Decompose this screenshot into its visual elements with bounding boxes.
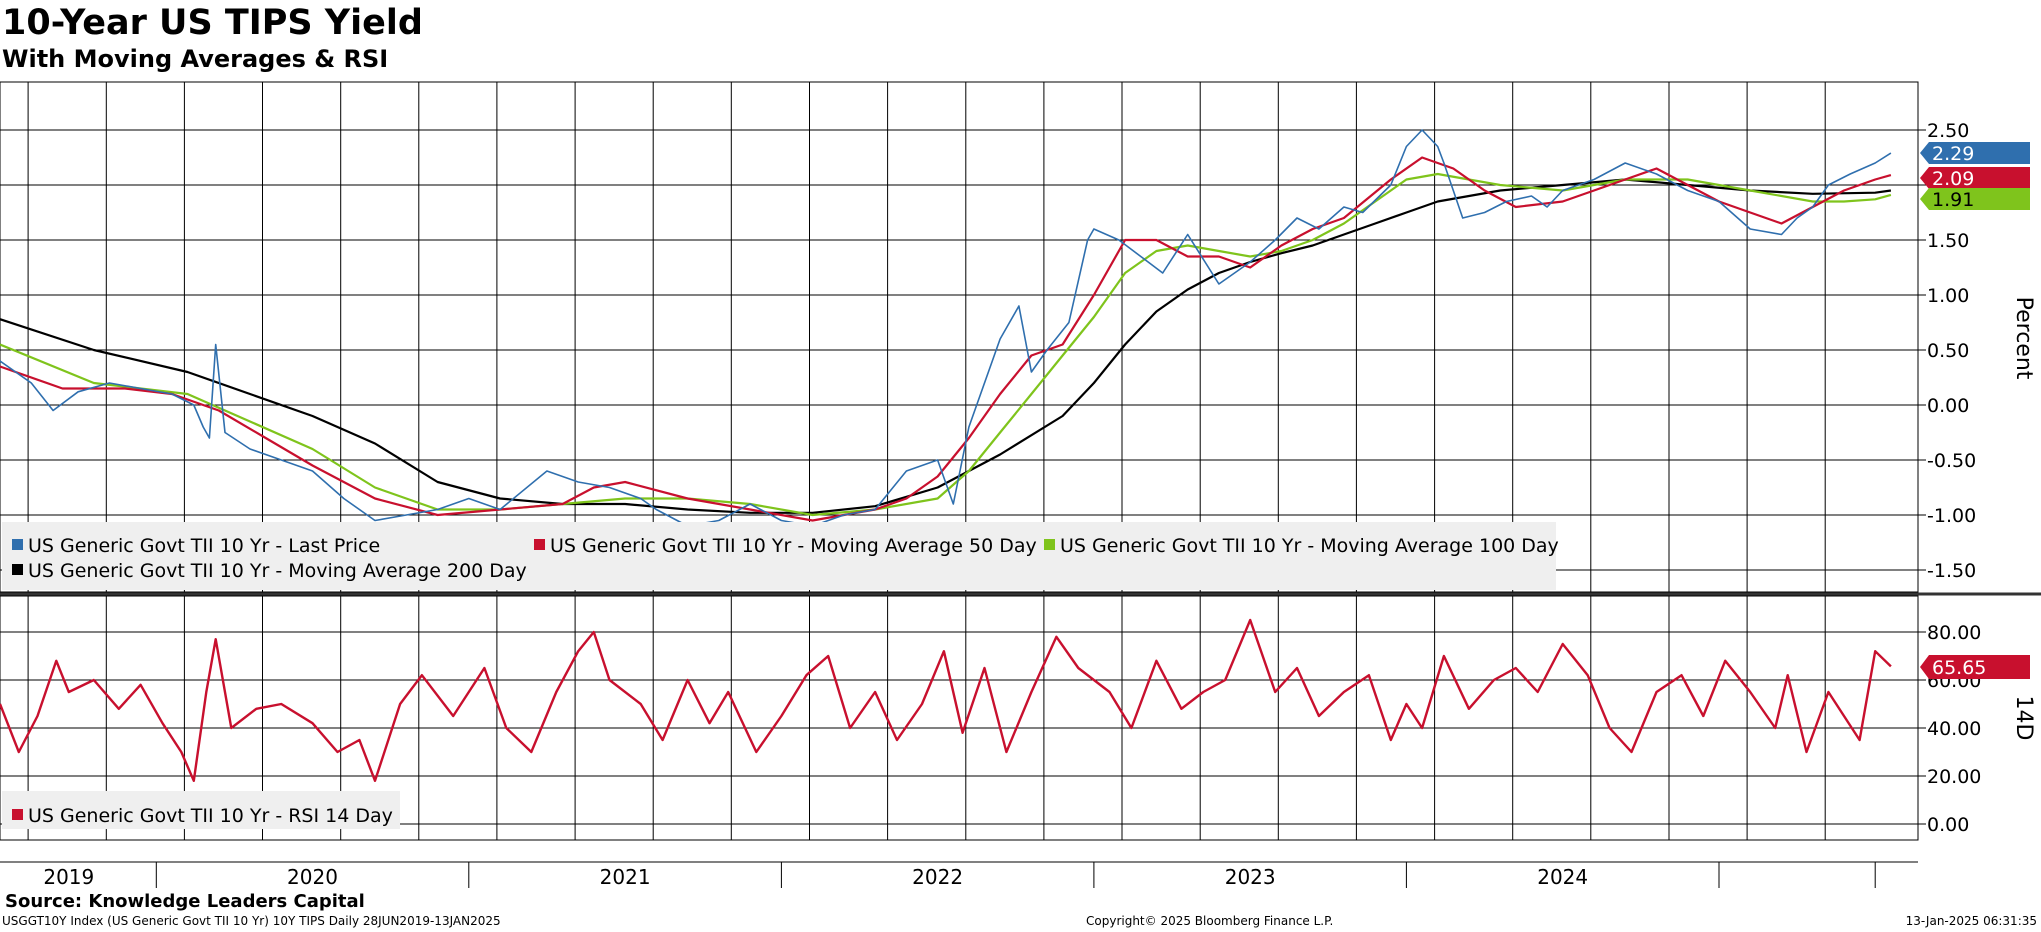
legend-label-ma50: US Generic Govt TII 10 Yr - Moving Avera… [550, 535, 1037, 557]
price-panel-frame [0, 81, 1919, 593]
x-axis-tick-labels: 2019 2020 2021 2022 2023 2024 [43, 865, 1588, 889]
price-legend: US Generic Govt TII 10 Yr - Last Price U… [2, 522, 1559, 590]
series-line-last-price [0, 129, 1892, 527]
x-tick-label: 2023 [1225, 865, 1276, 889]
price-y-axis-label: Percent [2011, 297, 2036, 380]
rsi-ytick-label: 40.00 [1927, 718, 1981, 740]
copyright-note: Copyright© 2025 Bloomberg Finance L.P. [1086, 914, 1334, 928]
rsi-y-axis-label: 14D [2011, 696, 2036, 741]
rsi-legend: US Generic Govt TII 10 Yr - RSI 14 Day [2, 791, 400, 829]
rsi-series-group [0, 618, 1892, 782]
price-ytick-label: 0.50 [1927, 340, 1969, 362]
source-note: Source: Knowledge Leaders Capital [5, 891, 365, 912]
legend-label-ma200: US Generic Govt TII 10 Yr - Moving Avera… [28, 560, 527, 582]
x-tick-label: 2021 [600, 865, 651, 889]
rsi-ytick-label: 20.00 [1927, 766, 1981, 788]
x-tick-label: 2019 [43, 865, 94, 889]
price-ytick-label: 1.00 [1927, 285, 1969, 307]
x-tick-label: 2022 [912, 865, 963, 889]
chart-subtitle: With Moving Averages & RSI [2, 45, 389, 73]
rsi-vertical-gridlines [27, 596, 1826, 840]
rsi-horizontal-gridlines [0, 631, 1918, 825]
series-line-moving-average-100-day [0, 172, 1892, 517]
price-vertical-gridlines [27, 82, 1826, 592]
price-ytick-label: 0.00 [1927, 395, 1969, 417]
price-legend-box [2, 522, 1556, 590]
legend-swatch-ma200 [12, 564, 23, 575]
price-ytick-label: 2.50 [1927, 120, 1969, 142]
legend-swatch-ma50 [534, 539, 545, 550]
price-ytick-label: -1.00 [1927, 505, 1976, 527]
rsi-legend-box [2, 791, 400, 829]
end-label-value: 2.09 [1932, 168, 1974, 190]
x-tick-label: 2020 [287, 865, 338, 889]
rsi-end-label-tag [1920, 655, 2030, 679]
price-series-group [0, 129, 1892, 527]
rsi-end-labels: 65.65 [1920, 655, 2030, 679]
end-label-value: 1.91 [1932, 189, 1974, 211]
price-ytick-label: -0.50 [1927, 450, 1976, 472]
timestamp: 13-Jan-2025 06:31:35 [1905, 914, 2037, 928]
price-y-tick-labels: 2.502.001.501.000.500.00-0.50-1.00-1.50 [1918, 120, 1976, 582]
series-line-moving-average-50-day [0, 156, 1892, 522]
legend-swatch-ma100 [1044, 539, 1055, 550]
price-ytick-label: -1.50 [1927, 560, 1976, 582]
end-label-tag [1920, 167, 2030, 189]
legend-label-last-price: US Generic Govt TII 10 Yr - Last Price [28, 535, 380, 557]
ticker-info: USGGT10Y Index (US Generic Govt TII 10 Y… [2, 914, 501, 928]
rsi-ytick-label: 0.00 [1927, 814, 1969, 836]
legend-swatch-rsi [12, 809, 23, 820]
price-horizontal-gridlines [0, 129, 1918, 571]
series-line-rsi-14-day [0, 618, 1892, 782]
price-panel: 2.502.001.501.000.500.00-0.50-1.00-1.50 … [0, 81, 2036, 593]
legend-swatch-last-price [12, 539, 23, 550]
chart-title: 10-Year US TIPS Yield [2, 3, 423, 43]
x-tick-label: 2024 [1537, 865, 1588, 889]
series-line-moving-average-200-day [0, 178, 1892, 514]
rsi-ytick-label: 80.00 [1927, 622, 1981, 644]
legend-label-rsi: US Generic Govt TII 10 Yr - RSI 14 Day [28, 805, 393, 827]
x-axis: 2019 2020 2021 2022 2023 2024 [0, 861, 1918, 889]
end-label-tag [1920, 188, 2030, 210]
legend-label-ma100: US Generic Govt TII 10 Yr - Moving Avera… [1060, 535, 1559, 557]
x-axis-ticks [155, 862, 1876, 888]
price-end-labels: 2.29 2.091.91 [1920, 142, 2030, 211]
end-label-tag [1920, 142, 2030, 164]
rsi-end-label-value: 65.65 [1932, 657, 1986, 679]
price-ytick-label: 1.50 [1927, 230, 1969, 252]
end-label-value: 2.29 [1932, 143, 1974, 165]
